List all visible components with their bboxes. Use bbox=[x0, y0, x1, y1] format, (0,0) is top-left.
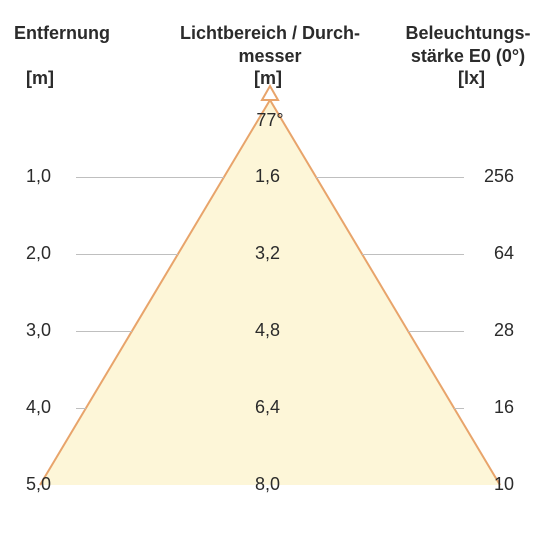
header-distance-l1: Entfernung bbox=[14, 22, 154, 45]
illuminance-value: 16 bbox=[494, 397, 514, 418]
illuminance-value: 256 bbox=[484, 166, 514, 187]
guide-line-right bbox=[362, 254, 464, 255]
diameter-value: 4,8 bbox=[255, 320, 280, 341]
distance-value: 2,0 bbox=[26, 243, 51, 264]
illuminance-value: 64 bbox=[494, 243, 514, 264]
header-illuminance-l2: stärke E0 (0°) bbox=[398, 45, 538, 68]
distance-value: 5,0 bbox=[26, 474, 51, 495]
diameter-value: 3,2 bbox=[255, 243, 280, 264]
unit-distance: [m] bbox=[26, 68, 54, 89]
distance-value: 4,0 bbox=[26, 397, 51, 418]
guide-line-left bbox=[76, 177, 224, 178]
guide-line-left bbox=[76, 408, 86, 409]
diameter-value: 6,4 bbox=[255, 397, 280, 418]
header-diameter: Lichtbereich / Durch-messer bbox=[160, 22, 380, 69]
distance-value: 1,0 bbox=[26, 166, 51, 187]
distance-value: 3,0 bbox=[26, 320, 51, 341]
illuminance-value: 10 bbox=[494, 474, 514, 495]
illuminance-value: 28 bbox=[494, 320, 514, 341]
guide-line-left bbox=[76, 254, 178, 255]
header-illuminance: Beleuchtungs-stärke E0 (0°) bbox=[398, 22, 538, 69]
header-distance: Entfernung bbox=[14, 22, 154, 45]
guide-line-right bbox=[454, 408, 464, 409]
unit-illuminance: [lx] bbox=[458, 68, 485, 89]
guide-line-left bbox=[76, 331, 132, 332]
guide-line-right bbox=[408, 331, 464, 332]
diameter-value: 1,6 bbox=[255, 166, 280, 187]
header-diameter-l1: Lichtbereich / Durch- bbox=[160, 22, 380, 45]
header-illuminance-l1: Beleuchtungs- bbox=[398, 22, 538, 45]
unit-diameter: [m] bbox=[254, 68, 282, 89]
diameter-value: 8,0 bbox=[255, 474, 280, 495]
beam-angle: 77° bbox=[252, 110, 288, 131]
header-diameter-l2: messer bbox=[160, 45, 380, 68]
guide-line-right bbox=[316, 177, 464, 178]
